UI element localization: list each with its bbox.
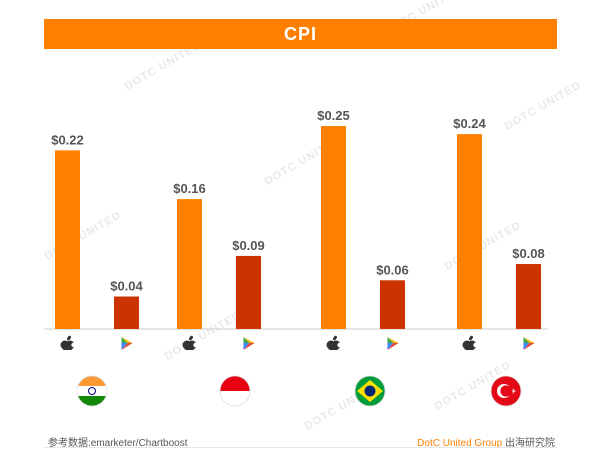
chart-title-bar: CPI: [44, 19, 557, 49]
bar-value-label: $0.25: [317, 108, 350, 123]
apple-icon: [182, 335, 198, 350]
turkey-flag-icon: [490, 375, 522, 407]
bar-google-play-brazil: [380, 280, 405, 329]
bar-value-label: $0.04: [110, 279, 143, 294]
google-play-icon: [387, 337, 399, 350]
bar-ios-app-store-india: [55, 150, 80, 329]
bar-google-play-india: [114, 296, 139, 329]
india-flag-icon: [76, 375, 108, 407]
bar-value-label: $0.22: [51, 132, 84, 147]
bar-value-label: $0.06: [376, 262, 409, 277]
bar-value-label: $0.08: [512, 246, 545, 261]
google-play-icon: [243, 337, 255, 350]
brazil-flag-icon: [354, 375, 386, 407]
bar-ios-app-store-turkey: [457, 134, 482, 329]
bar-value-label: $0.09: [232, 238, 265, 253]
apple-icon: [326, 335, 342, 350]
brand-credit: DotC United Group 出海研究院: [417, 434, 555, 449]
apple-icon: [60, 335, 76, 350]
brand-name: DotC United Group: [417, 438, 503, 449]
brand-name-cn: 出海研究院: [505, 438, 555, 449]
footer-divider: [44, 447, 557, 448]
google-play-icon: [523, 337, 535, 350]
indonesia-flag-icon: [219, 375, 251, 407]
bar-value-label: $0.16: [173, 181, 206, 196]
source-note: 参考数据:emarketer/Chartboost: [48, 438, 188, 449]
bar-ios-app-store-indonesia: [177, 199, 202, 329]
bar-google-play-indonesia: [236, 255, 261, 329]
bar-value-label: $0.24: [453, 116, 486, 131]
bar-ios-app-store-brazil: [321, 126, 346, 329]
chart-title: CPI: [283, 23, 317, 44]
bar-google-play-turkey: [516, 264, 541, 329]
apple-icon: [462, 335, 478, 350]
google-play-icon: [121, 337, 133, 350]
